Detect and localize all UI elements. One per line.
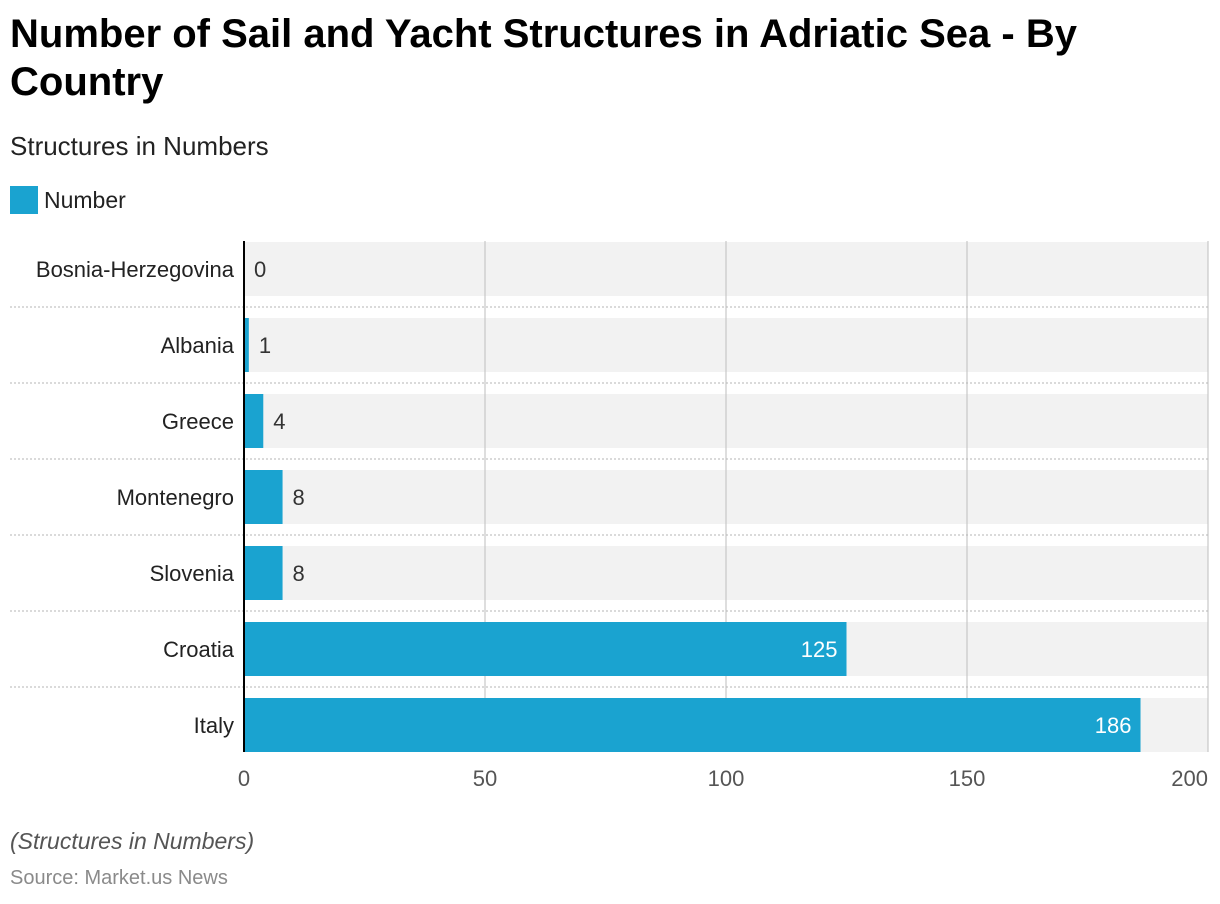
chart-title: Number of Sail and Yacht Structures in A… [10,12,1077,104]
legend-swatch [10,186,38,214]
bar [244,394,264,448]
category-label: Montenegro [117,485,234,510]
data-label: 4 [273,409,285,434]
bar [244,546,283,600]
legend: Number [10,186,126,214]
x-tick-label: 200 [1171,766,1208,791]
data-label: 1 [259,333,271,358]
category-label: Italy [194,713,234,738]
category-label: Croatia [163,637,235,662]
x-tick-label: 100 [708,766,745,791]
data-label: 0 [254,257,266,282]
category-label: Slovenia [150,561,235,586]
bar [244,318,249,372]
legend-label: Number [44,186,126,213]
x-tick-label: 50 [473,766,497,791]
category-label: Greece [162,409,234,434]
category-label: Albania [161,333,235,358]
chart-subtitle: Structures in Numbers [10,131,269,161]
footnote: (Structures in Numbers) [10,828,255,854]
data-label: 186 [1095,713,1132,738]
data-label: 8 [293,485,305,510]
x-tick-label: 0 [238,766,250,791]
category-label: Bosnia-Herzegovina [36,257,235,282]
x-tick-label: 150 [949,766,986,791]
data-label: 125 [801,637,838,662]
source-note: Source: Market.us News [10,867,228,889]
bar [244,622,847,676]
bar [244,698,1141,752]
data-label: 8 [293,561,305,586]
bar [244,470,283,524]
